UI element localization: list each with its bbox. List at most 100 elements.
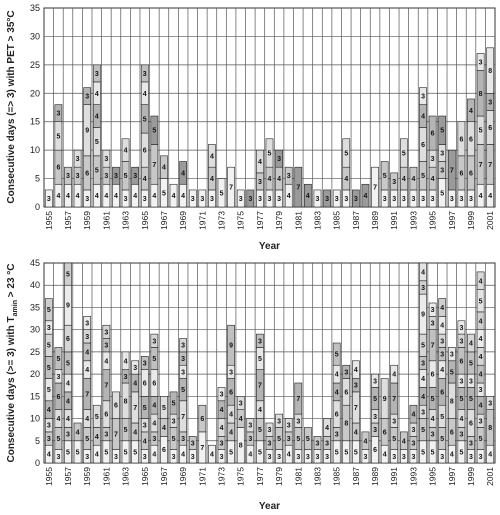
data-label: 3 [56, 454, 60, 461]
x-tick-label: 2001 [485, 211, 495, 230]
bar-segment-1968-4 [169, 391, 178, 415]
bar-segment-1993-2 [409, 166, 418, 191]
bar-segment-1989-5 [371, 373, 379, 388]
data-label: 3 [488, 99, 492, 106]
bar-segment-1972-1 [208, 444, 216, 464]
data-label: 5 [229, 449, 233, 456]
data-label: 4 [479, 354, 483, 361]
bar-segment-1961-3 [102, 149, 111, 168]
data-label: 4 [287, 452, 291, 459]
x-tick-label: 1975 [236, 211, 246, 230]
data-label: 4 [152, 452, 156, 459]
data-label: 3 [191, 454, 195, 461]
data-label: 4 [95, 193, 99, 200]
data-label: 8 [124, 398, 128, 405]
data-label: 5 [66, 449, 70, 456]
data-label: 5 [152, 128, 156, 135]
bar-segment-1964-5 [131, 360, 140, 375]
data-label: 9 [383, 396, 387, 403]
x-tick-label: 2001 [485, 467, 495, 486]
x-axis-title: Year [259, 241, 280, 252]
data-label: 3 [431, 432, 435, 439]
data-label: 6 [459, 170, 463, 177]
x-tick-label: 1979 [274, 211, 284, 230]
bar-segment-1987-5 [352, 360, 360, 379]
data-label: 7 [85, 392, 89, 399]
x-tick-label: 1987 [351, 211, 361, 230]
bar-segment-1978-3 [265, 138, 274, 168]
bar-segment-1977-3 [256, 149, 264, 174]
data-label: 6 [200, 416, 204, 423]
data-label: 4 [431, 416, 435, 423]
bar-segment-1981-4 [294, 382, 303, 415]
bar-segment-1969-2 [179, 161, 187, 185]
data-label: 5 [162, 405, 166, 412]
data-label: 3 [392, 179, 396, 186]
data-label: 3 [114, 454, 118, 461]
data-label: 6 [143, 381, 147, 388]
x-tick-label: 1969 [178, 467, 188, 486]
data-label: 3 [440, 168, 444, 175]
data-label: 3 [220, 392, 224, 399]
data-label: 4 [268, 176, 272, 183]
bar-segment-1961-7 [102, 324, 111, 339]
data-label: 3 [277, 418, 281, 425]
data-label: 4 [479, 278, 483, 285]
bar-segment-1995-8 [428, 302, 437, 317]
data-label: 5 [306, 436, 310, 443]
data-label: 3 [459, 196, 463, 203]
y-tick-label: 30 [30, 31, 40, 41]
data-label: 3 [450, 196, 454, 203]
x-tick-label: 1991 [389, 467, 399, 486]
data-label: 8 [450, 398, 454, 405]
bar-segment-1988-2 [361, 431, 370, 450]
data-label: 4 [133, 381, 137, 388]
data-label: 5 [354, 449, 358, 456]
data-label: 3 [488, 401, 492, 408]
data-label: 5 [421, 449, 425, 456]
data-label: 5 [124, 449, 128, 456]
data-label: 9 [421, 312, 425, 319]
data-label: 6 [459, 136, 463, 143]
data-label: 6 [469, 170, 473, 177]
data-label: 6 [440, 389, 444, 396]
bar-segment-1986-3 [342, 138, 351, 168]
data-label: 3 [364, 454, 368, 461]
bar-segment-1968-1 [169, 183, 178, 208]
data-label: 3 [95, 71, 99, 78]
data-label: 4 [306, 193, 310, 200]
data-label: 5 [469, 361, 473, 368]
data-label: 5 [421, 173, 425, 180]
data-label: 3 [287, 436, 291, 443]
data-label: 6 [469, 421, 473, 428]
data-label: 3 [344, 369, 348, 376]
data-label: 3 [325, 441, 329, 448]
data-label: 5 [133, 449, 137, 456]
data-label: 3 [383, 196, 387, 203]
data-label: 3 [335, 196, 339, 203]
data-label: 7 [133, 405, 137, 412]
data-label: 6 [143, 148, 147, 155]
data-label: 6 [56, 165, 60, 172]
data-label: 3 [440, 338, 444, 345]
data-label: 4 [95, 434, 99, 441]
data-label: 4 [364, 438, 368, 445]
data-label: 4 [287, 193, 291, 200]
bar-segment-1966-7 [150, 333, 159, 348]
data-label: 4 [440, 323, 444, 330]
data-label: 4 [95, 452, 99, 459]
data-label: 6 [85, 170, 89, 177]
data-label: 3 [268, 441, 272, 448]
bar-segment-1964-2 [131, 166, 140, 185]
bar-segment-1986-4 [342, 364, 351, 379]
data-label: 4 [344, 176, 348, 183]
bar-segment-1957-9 [64, 262, 72, 286]
bar-segment-1997-2 [447, 149, 456, 191]
data-label: 4 [56, 193, 60, 200]
data-label: 3 [354, 196, 358, 203]
data-label: 4 [325, 425, 329, 432]
data-label: 3 [459, 378, 463, 385]
data-label: 5 [440, 128, 444, 135]
data-label: 5 [143, 405, 147, 412]
data-label: 7 [104, 383, 108, 390]
